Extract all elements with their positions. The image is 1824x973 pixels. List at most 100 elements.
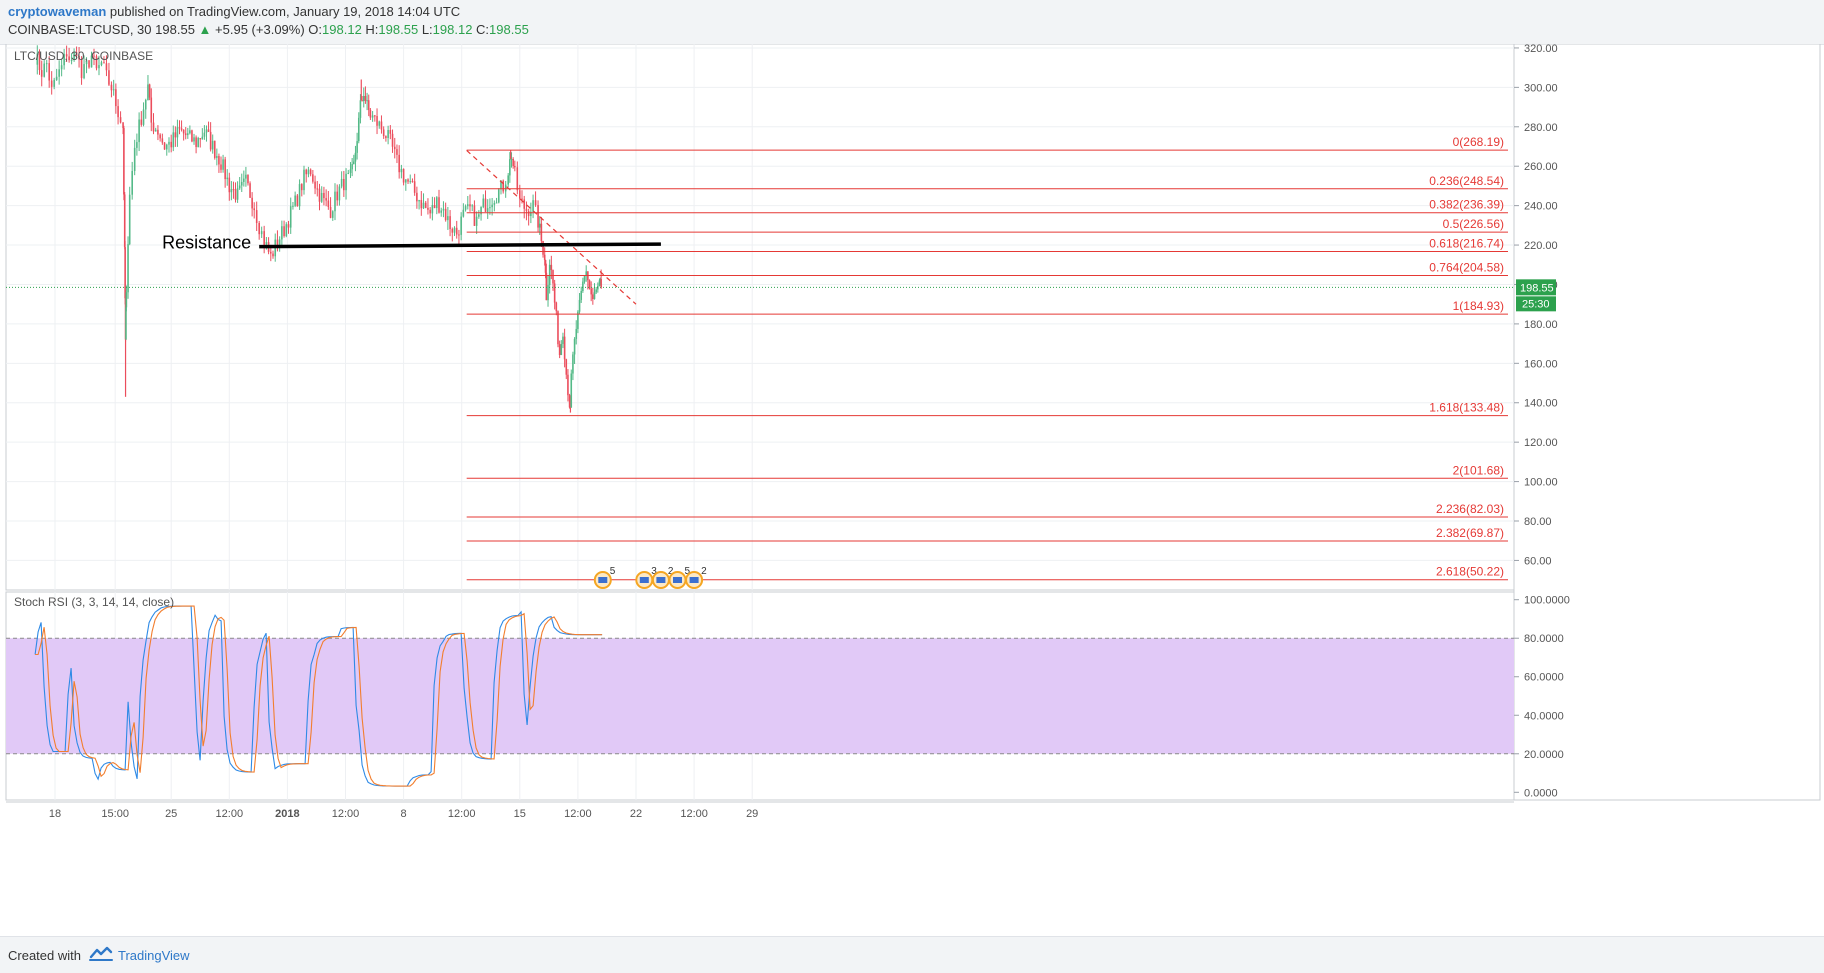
open-value: 198.12 <box>322 22 362 37</box>
candle-body <box>195 137 197 147</box>
stoch-band-fill <box>6 638 1514 754</box>
price-tick-label: 320.00 <box>1524 44 1558 55</box>
candle-body <box>159 134 161 139</box>
osc-tick-label: 40.0000 <box>1524 710 1564 722</box>
candle-body <box>466 204 469 207</box>
close-value: 198.55 <box>489 22 529 37</box>
candle-body <box>558 344 561 356</box>
candle-body <box>491 204 493 208</box>
candle-body <box>263 231 265 246</box>
event-count-label: 2 <box>701 566 707 577</box>
candle-body <box>376 116 378 126</box>
candle-body <box>451 229 454 233</box>
candle-body <box>567 374 569 396</box>
candle-body <box>331 211 334 218</box>
candle-body <box>592 294 594 300</box>
candle-body <box>80 59 83 79</box>
candle-body <box>265 242 268 246</box>
candle-body <box>507 175 509 185</box>
stoch-series-line <box>34 605 603 787</box>
candle-body <box>338 186 341 201</box>
candle-body <box>480 206 482 215</box>
candle-body <box>409 181 412 183</box>
created-with-text: Created with <box>8 948 81 963</box>
candle-body <box>387 130 389 139</box>
candle-body <box>203 132 206 137</box>
candle-body <box>396 149 398 155</box>
candle-body <box>325 198 327 201</box>
candle-body <box>209 131 212 150</box>
symbol-label: COINBASE:LTCUSD, 30 <box>8 22 152 37</box>
candle-body <box>420 200 423 209</box>
candle-body <box>580 290 583 300</box>
candle-body <box>523 199 526 209</box>
close-label: C: <box>476 22 490 37</box>
candle-body <box>453 227 456 233</box>
candle-body <box>527 211 530 217</box>
footer: Created with TradingView <box>0 936 1824 973</box>
time-tick-label: 18 <box>49 808 61 820</box>
earnings-event-icon: 2 <box>685 566 707 589</box>
candle-body <box>398 154 400 173</box>
candle-body <box>599 279 602 281</box>
time-tick-label: 15 <box>514 808 526 820</box>
candle-body <box>351 164 353 170</box>
tradingview-brand-link[interactable]: TradingView <box>118 948 190 963</box>
time-tick-label: 12:00 <box>332 808 360 820</box>
candle-body <box>138 119 140 143</box>
candle-body <box>349 169 352 173</box>
candle-body <box>563 336 566 360</box>
price-change: +5.95 (+3.09%) <box>215 22 305 37</box>
candle-body <box>598 280 601 287</box>
candle-body <box>577 311 579 329</box>
candle-body <box>550 264 553 271</box>
candle-body <box>516 167 519 191</box>
candle-body <box>58 69 60 77</box>
candle-body <box>345 173 347 191</box>
author-link[interactable]: cryptowaveman <box>8 4 107 19</box>
osc-tick-label: 80.0000 <box>1524 633 1564 645</box>
osc-tick-label: 100.0000 <box>1524 595 1570 607</box>
flag-icon <box>639 577 649 583</box>
candle-body <box>245 174 247 179</box>
candle-body <box>380 121 383 130</box>
candle-body <box>68 56 70 61</box>
candle-body <box>207 129 210 132</box>
up-arrow-icon: ▲ <box>198 22 212 37</box>
time-tick-label: 12:00 <box>216 808 244 820</box>
candle-body <box>431 205 434 214</box>
candle-body <box>226 177 229 180</box>
candle-body <box>205 129 208 133</box>
candle-body <box>38 53 41 71</box>
candle-body <box>537 205 539 228</box>
chart-area[interactable]: 320.00300.00280.00260.00240.00220.00200.… <box>0 44 1824 936</box>
candle-body <box>312 174 314 182</box>
candle-body <box>124 247 126 299</box>
candle-body <box>353 161 355 165</box>
candle-body <box>176 127 179 138</box>
candle-body <box>486 208 489 212</box>
candle-body <box>73 52 75 61</box>
candle-body <box>222 159 224 170</box>
fib-level-label: 2.236(82.03) <box>1436 502 1504 516</box>
candle-body <box>128 194 131 245</box>
candle-body <box>543 254 546 261</box>
candle-body <box>433 205 436 209</box>
candle-body <box>530 211 532 217</box>
candle-body <box>296 195 299 207</box>
candle-body <box>75 52 78 56</box>
earnings-event-icon: 3 <box>635 566 657 589</box>
candle-body <box>411 181 414 183</box>
chart-canvas[interactable]: 320.00300.00280.00260.00240.00220.00200.… <box>0 44 1824 936</box>
candle-body <box>309 169 312 175</box>
candle-body <box>582 281 584 291</box>
candle-body <box>168 141 170 145</box>
candle-body <box>112 89 115 91</box>
candle-body <box>85 60 88 65</box>
last-price-tag <box>1516 279 1556 296</box>
candle-body <box>471 205 474 207</box>
candle-body <box>462 209 465 217</box>
candle-body <box>285 224 288 237</box>
candle-body <box>356 141 358 153</box>
candle-body <box>367 100 370 110</box>
